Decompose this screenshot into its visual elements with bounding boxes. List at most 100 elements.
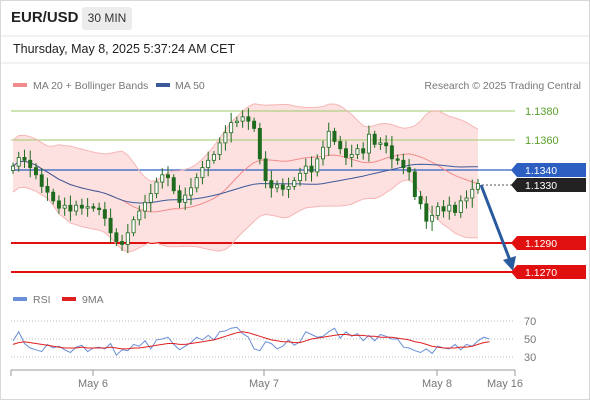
candle-body bbox=[435, 206, 440, 216]
candle bbox=[384, 135, 389, 154]
candle bbox=[234, 116, 239, 128]
candle bbox=[188, 178, 193, 205]
candle bbox=[177, 185, 182, 208]
candle-body bbox=[441, 206, 446, 212]
rsi-line bbox=[12, 326, 490, 357]
candle bbox=[257, 122, 262, 165]
candle-body bbox=[418, 196, 423, 205]
candle bbox=[292, 177, 297, 190]
candle-body bbox=[361, 148, 366, 154]
candle bbox=[33, 163, 38, 180]
candle bbox=[137, 205, 142, 226]
candle bbox=[366, 125, 371, 162]
candle-body bbox=[321, 146, 325, 160]
candle-body bbox=[476, 183, 480, 190]
candle-body bbox=[160, 174, 165, 183]
candle bbox=[16, 151, 21, 172]
candle bbox=[378, 137, 383, 150]
candle bbox=[131, 216, 136, 237]
candle-body bbox=[355, 148, 360, 155]
candle-body bbox=[395, 158, 400, 161]
candle bbox=[68, 195, 73, 221]
candle-body bbox=[211, 154, 216, 161]
candle bbox=[143, 194, 148, 219]
candle bbox=[269, 170, 274, 198]
support-tag-2: 1.1270 bbox=[511, 265, 586, 279]
candle-body bbox=[206, 159, 211, 168]
candle-body bbox=[280, 184, 285, 190]
datetime-label: Thursday, May 8, 2025 5:37:24 AM CET bbox=[13, 42, 236, 56]
candle bbox=[453, 201, 458, 216]
candle-body bbox=[200, 167, 205, 179]
candle-body bbox=[28, 159, 33, 168]
candle-body bbox=[315, 158, 320, 173]
candle bbox=[298, 167, 303, 187]
x-label-may8: May 8 bbox=[422, 378, 452, 390]
candle bbox=[321, 140, 325, 166]
candle-body bbox=[51, 191, 56, 202]
candle-body bbox=[240, 116, 245, 122]
projection-arrow bbox=[479, 184, 513, 264]
candle bbox=[309, 156, 314, 182]
candle-body bbox=[263, 158, 268, 182]
candle-body bbox=[372, 133, 377, 145]
ma50-line bbox=[12, 160, 479, 204]
rsi-legend-label: RSI bbox=[33, 294, 51, 306]
candle-body bbox=[366, 133, 371, 154]
resistance-label-2: 1.1360 bbox=[525, 135, 559, 147]
candle-body bbox=[338, 141, 343, 150]
candle-body bbox=[401, 159, 406, 168]
candle-body bbox=[114, 232, 119, 242]
candle-body bbox=[412, 171, 417, 197]
bollinger-legend-swatch bbox=[13, 83, 27, 87]
candle bbox=[154, 177, 159, 199]
candle bbox=[102, 201, 107, 226]
candle bbox=[263, 151, 268, 189]
candle-body bbox=[33, 167, 38, 176]
ma50-legend-label: MA 50 bbox=[175, 80, 205, 92]
candle-body bbox=[79, 204, 84, 209]
candle-body bbox=[430, 214, 435, 222]
candle bbox=[183, 187, 188, 211]
candle bbox=[343, 141, 348, 166]
candle-body bbox=[303, 165, 308, 174]
candle bbox=[171, 174, 176, 195]
candle bbox=[223, 125, 228, 151]
candle bbox=[435, 202, 440, 220]
candle bbox=[464, 190, 469, 209]
candle-body bbox=[349, 154, 354, 158]
bollinger-lower-line bbox=[12, 179, 479, 253]
candle bbox=[470, 179, 475, 208]
candle bbox=[229, 112, 234, 143]
candle bbox=[194, 173, 199, 193]
rsi-ma-legend-swatch bbox=[62, 297, 76, 301]
candle-body bbox=[217, 142, 222, 155]
candle-body bbox=[223, 132, 228, 144]
timeframe-button[interactable]: 30 MIN bbox=[82, 7, 132, 30]
candle bbox=[217, 137, 222, 161]
candle-body bbox=[171, 177, 176, 192]
candle-body bbox=[447, 204, 452, 212]
candle bbox=[91, 203, 96, 212]
candle bbox=[447, 196, 452, 220]
candle-body bbox=[343, 148, 348, 158]
candle bbox=[476, 178, 480, 194]
projection-arrowhead bbox=[503, 256, 516, 271]
candle-body bbox=[22, 156, 27, 161]
candle bbox=[280, 178, 285, 196]
candle bbox=[160, 168, 165, 189]
candle-body bbox=[246, 116, 251, 122]
candle bbox=[361, 142, 366, 160]
candle bbox=[97, 202, 102, 216]
candle-body bbox=[470, 188, 475, 199]
candle-body bbox=[384, 142, 389, 147]
candle bbox=[303, 158, 308, 182]
candle bbox=[39, 168, 44, 194]
candle bbox=[458, 195, 463, 219]
candle-body bbox=[257, 127, 262, 160]
candle-body bbox=[16, 156, 21, 167]
candle bbox=[85, 198, 90, 217]
bollinger-band-fill bbox=[13, 103, 478, 253]
candle bbox=[166, 166, 170, 187]
